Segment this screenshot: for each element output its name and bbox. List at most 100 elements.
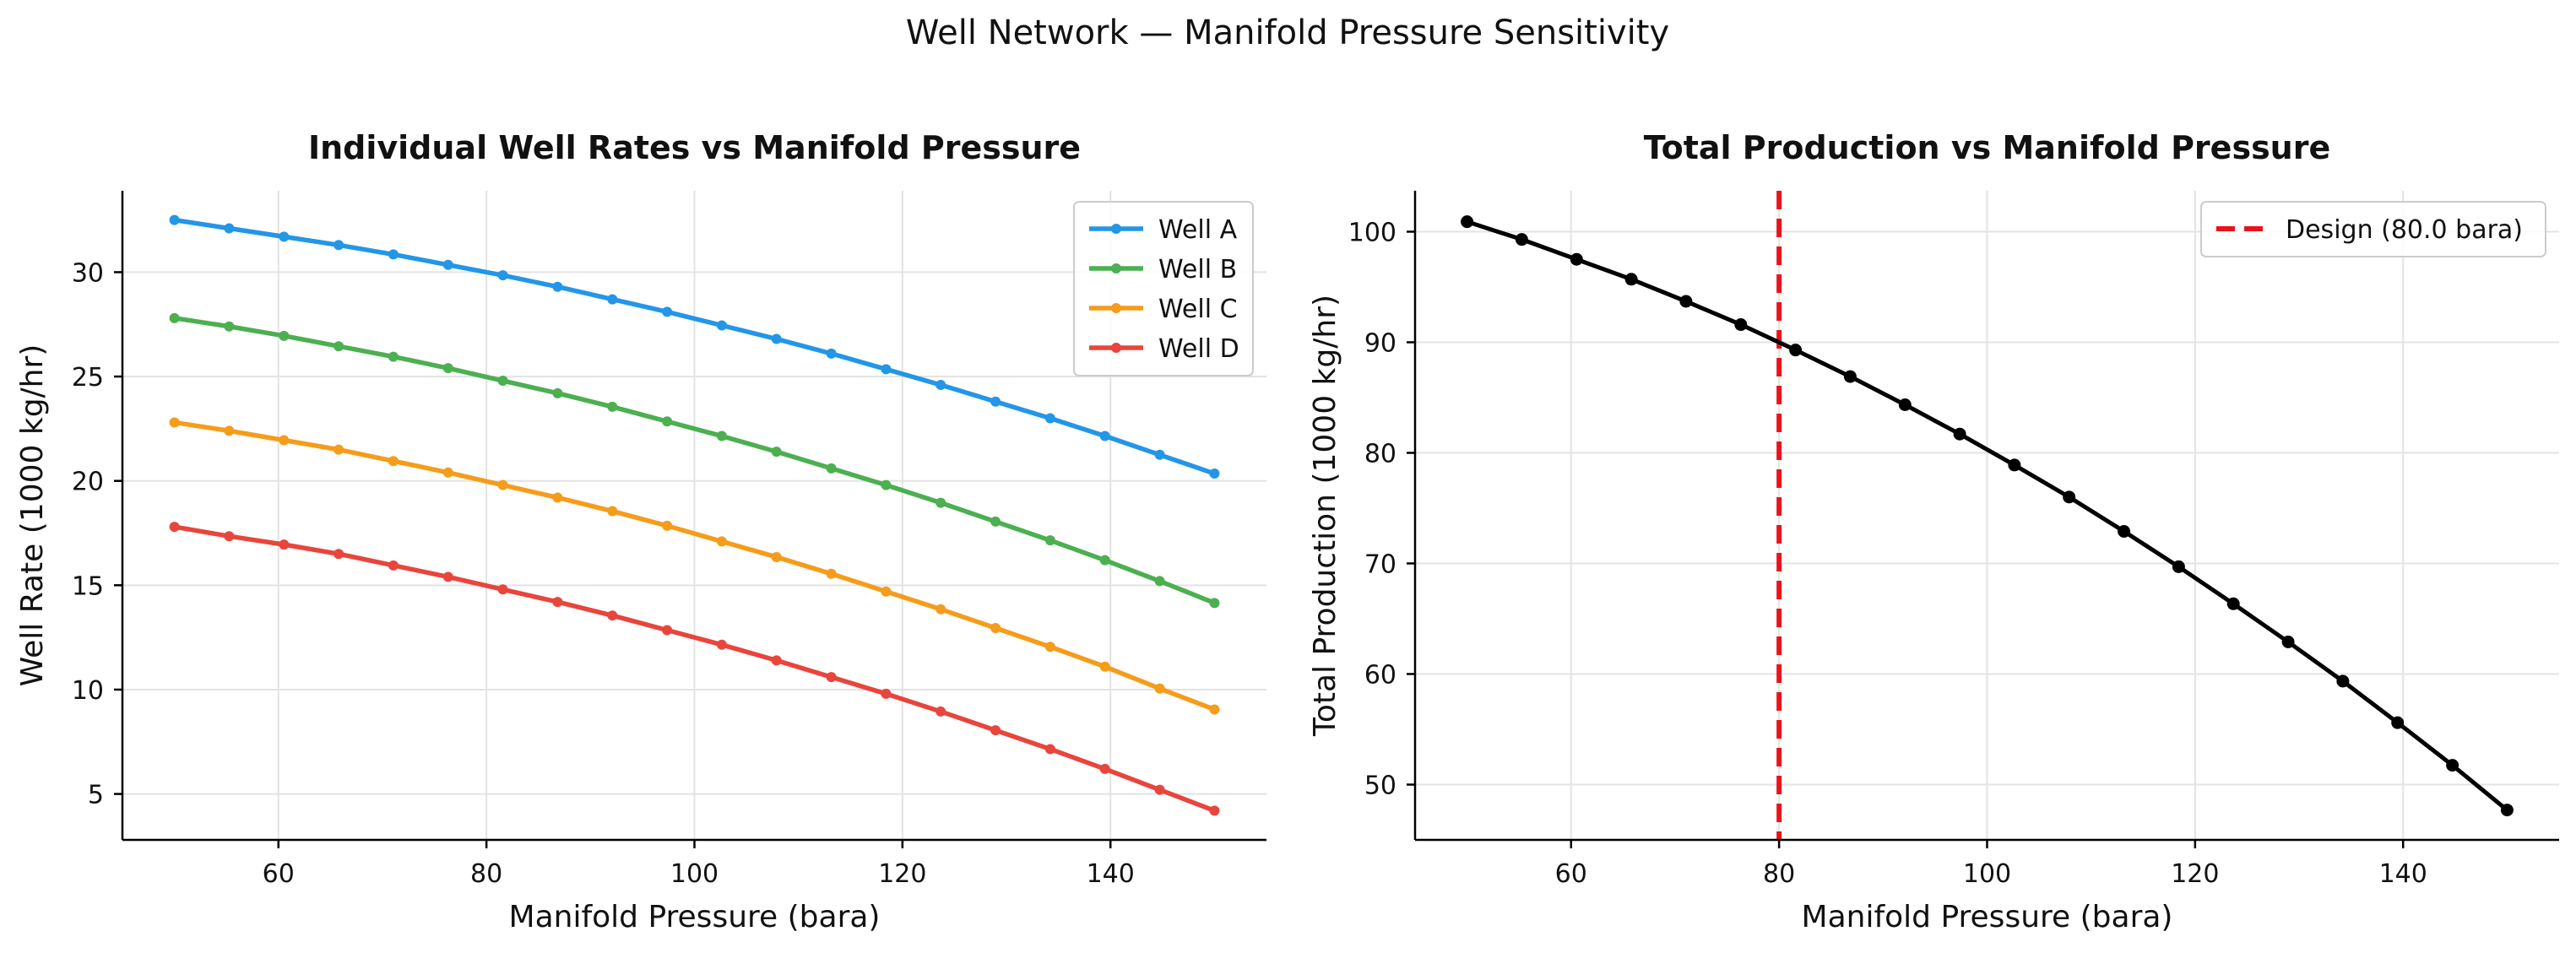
well-a-point (388, 249, 399, 260)
well-a-point (169, 214, 180, 225)
well-b-point (935, 497, 946, 508)
total-production-point (1570, 252, 1583, 266)
well-c-point (826, 568, 837, 579)
well-b-point (1209, 598, 1220, 609)
well-a-line (174, 217, 1216, 476)
legend-item-well-a: Well A (1089, 215, 1238, 245)
total-production-series (1461, 191, 2514, 840)
well-d-point (1044, 744, 1055, 755)
legend-item-design-80-0-bara: Design (80.0 bara) (2216, 215, 2523, 245)
well-d-point (881, 688, 892, 699)
well-a-point (224, 223, 235, 234)
total-production-y-tick-label: 60 (1364, 660, 1396, 690)
well-rates-x-tick-label: 80 (470, 859, 502, 889)
well-a-point (1154, 449, 1165, 460)
well-b-point (279, 330, 290, 341)
well-d-point (1099, 763, 1110, 774)
well-b-point (334, 341, 344, 352)
well-rates-y-tick-label: 10 (72, 676, 104, 706)
well-d-point (1209, 805, 1220, 816)
well-c-point (552, 492, 563, 503)
legend-label: Design (80.0 bara) (2286, 215, 2523, 245)
total-production-series (1461, 215, 2514, 817)
total-production-point (2391, 716, 2405, 729)
well-a-point (1099, 430, 1110, 441)
total-production-line (1466, 219, 2508, 812)
total-production-point (1515, 233, 1528, 246)
well-rates-y-tick-label: 15 (72, 571, 104, 601)
legend-swatch-marker (1111, 263, 1121, 273)
well-d-point (334, 549, 344, 560)
well-a-point (607, 294, 618, 305)
well-c-point (716, 536, 727, 547)
total-production-y-tick-label: 100 (1348, 218, 1396, 247)
well-d-point (662, 625, 673, 636)
well-b-point (1099, 555, 1110, 566)
well-b-point (990, 516, 1001, 527)
legend-label: Well C (1158, 295, 1238, 324)
well-d-point (990, 725, 1001, 736)
well-rates-x-tick-label: 100 (670, 859, 719, 889)
well-b-series (169, 312, 1220, 609)
well-c-point (1209, 704, 1220, 715)
well-d-point (169, 522, 180, 533)
well-rates-y-axis-label: Well Rate (1000 kg/hr) (15, 344, 50, 687)
well-a-point (279, 231, 290, 242)
well-c-point (388, 456, 399, 467)
well-d-point (1154, 784, 1165, 795)
well-a-point (334, 240, 344, 251)
well-b-point (716, 430, 727, 441)
well-b-point (771, 447, 782, 458)
total-production-point (1953, 427, 1966, 441)
total-production-point (1843, 370, 1857, 383)
well-a-point (881, 364, 892, 375)
well-d-point (279, 539, 290, 550)
total-production-y-tick-label: 90 (1364, 328, 1396, 358)
well-rates-y-tick-label: 5 (88, 781, 104, 810)
total-production-point (1461, 215, 1474, 229)
total-production-x-tick-label: 140 (2379, 859, 2427, 889)
total-production-point (2336, 674, 2350, 688)
legend-item-well-b: Well B (1089, 255, 1237, 284)
well-rates-x-tick-label: 140 (1087, 859, 1135, 889)
well-c-point (935, 604, 946, 615)
well-c-point (990, 623, 1001, 634)
well-b-point (169, 312, 180, 323)
well-b-point (552, 387, 563, 398)
well-a-point (771, 333, 782, 344)
legend-label: Well D (1158, 334, 1239, 364)
well-d-line (174, 524, 1216, 813)
well-c-series (169, 417, 1220, 715)
well-a-point (935, 379, 946, 390)
well-c-point (279, 435, 290, 446)
well-a-point (662, 306, 673, 317)
well-b-line (174, 316, 1216, 605)
legend-label: Well B (1158, 255, 1237, 284)
well-b-point (1044, 535, 1055, 546)
well-rates-y-tick-label: 20 (72, 468, 104, 497)
well-c-line (174, 420, 1216, 712)
legend-swatch-marker (1111, 343, 1121, 353)
total-production-legend: Design (80.0 bara) (2200, 201, 2546, 257)
legend-swatch-marker (1111, 224, 1121, 234)
well-d-point (607, 610, 618, 621)
well-rates-x-axis-label: Manifold Pressure (bara) (509, 900, 881, 934)
well-rates-axes: 60 80 100 120 140 5 10 15 20 25 30 (72, 191, 1266, 889)
well-d-point (442, 571, 453, 582)
well-d-point (935, 706, 946, 717)
well-d-point (552, 597, 563, 608)
total-production-y-tick-label: 70 (1364, 550, 1396, 579)
well-c-point (662, 520, 673, 531)
well-c-point (1154, 683, 1165, 694)
well-rates-grid (122, 191, 1266, 840)
well-d-point (388, 560, 399, 571)
well-rates-series (169, 214, 1220, 816)
total-production-grid (1415, 191, 2559, 840)
total-production-point (1789, 344, 1803, 357)
well-rates-legend-box (1073, 201, 1254, 376)
total-production-point (1734, 318, 1748, 332)
well-a-point (826, 348, 837, 359)
well-b-point (826, 463, 837, 474)
well-a-series (169, 214, 1220, 479)
